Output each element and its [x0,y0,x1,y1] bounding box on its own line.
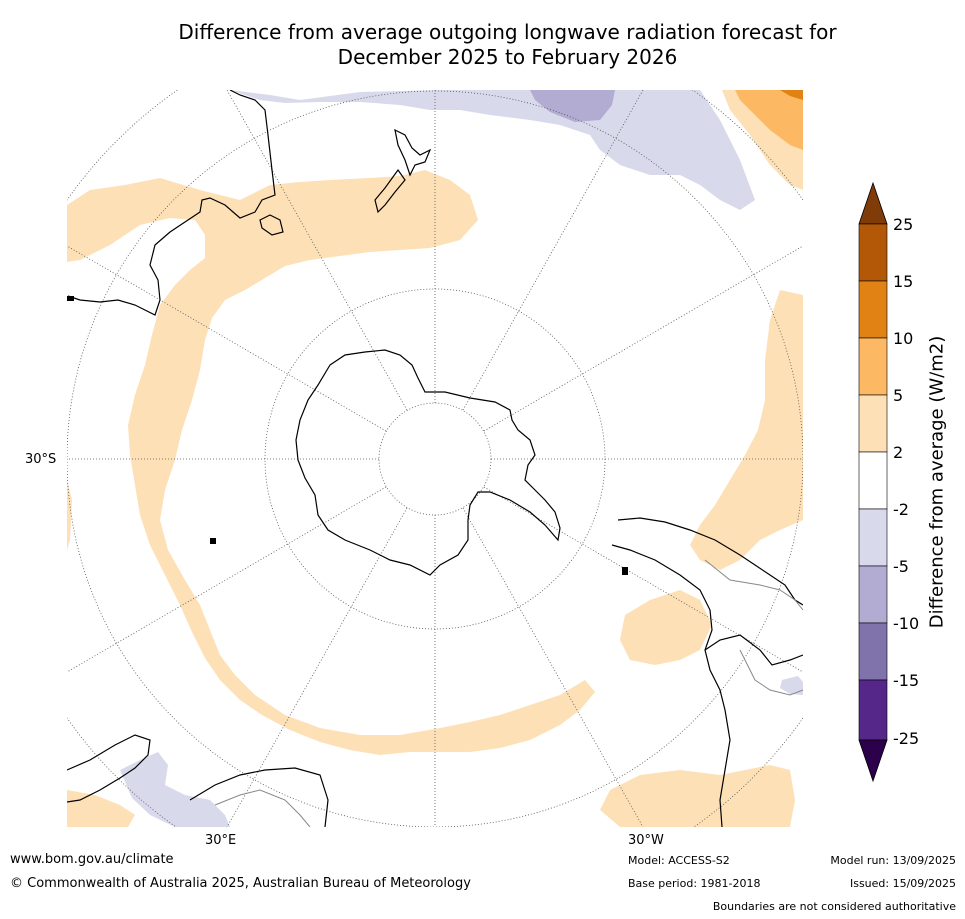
anomaly-region-light-orange-sw-corner [67,790,135,827]
colorbar-band-2-5 [858,394,888,453]
colorbar-band-m25-m15 [858,679,888,741]
lat-label-30s: 30°S [25,452,57,467]
new-zealand-south-island [374,168,406,214]
colorbar-tick: 15 [893,272,914,291]
colorbar-tick: -25 [893,729,920,748]
africa-coastline [67,734,151,803]
graticule [67,90,803,827]
anomaly-region-light-purple-north [230,90,755,210]
south-america-gray-boundary [704,559,803,611]
south-america-gray-boundary-2 [739,649,803,696]
colorbar-band-neutral [858,451,888,510]
title-line-1: Difference from average outgoing longwav… [178,20,837,44]
issued-date: Issued: 15/09/2025 [849,877,956,890]
base-period: Base period: 1981-2018 [628,877,761,890]
africa-gray-boundary [214,789,311,827]
colorbar-band-m15-m10 [858,622,888,681]
anomaly-region-light-purple-se [780,676,803,695]
colorbar-tick: 5 [893,386,904,405]
colorbar-extend-bottom [858,739,888,783]
colorbar [858,181,888,783]
colorbar-band-15-25 [858,223,888,282]
south-america-south-coast [704,634,803,666]
anomaly-region-light-orange-se [620,590,712,665]
model-name: Model: ACCESS-S2 [628,854,730,867]
tasmania-coastline [259,214,284,236]
anomaly-region-dark-orange-ne [780,90,803,100]
colorbar-title: Difference from average (W/m2) [926,335,948,629]
colorbar-tick: -5 [893,557,909,576]
anomaly-region-orange-ne [735,90,803,150]
colorbar-band-m5-m2 [858,508,888,567]
website-link[interactable]: www.bom.gov.au/climate [10,852,174,867]
colorbar-band-m10-m5 [858,565,888,624]
anomaly-region-light-orange-west-edge [67,480,72,550]
title-line-2: December 2025 to February 2026 [337,45,678,69]
south-america-coastline [617,517,803,606]
anomaly-region-light-orange-south [600,765,795,827]
lon-label-30w: 30°W [628,833,664,848]
colorbar-tick: 10 [893,329,914,348]
islands [67,296,628,575]
colorbar-tick: 2 [893,443,904,462]
forecast-map [67,90,803,827]
colorbar-tick: -2 [893,500,909,519]
colorbar-band-10-15 [858,280,888,339]
anomaly-region-light-orange-east [690,290,803,570]
colorbar-tick: 25 [893,215,914,234]
colorbar-extend-top [858,181,888,225]
colorbar-band-5-10 [858,337,888,396]
colorbar-tick: -15 [893,671,920,690]
colorbar-tick: -10 [893,614,920,633]
australia-coastline [67,90,276,316]
new-zealand-north-island [394,128,432,177]
copyright-text: © Commonwealth of Australia 2025, Austra… [10,876,471,891]
model-run-date: Model run: 13/09/2025 [830,854,956,867]
lon-label-30e: 30°E [205,833,237,848]
africa-south-coastline [189,767,329,827]
disclaimer-text: Boundaries are not considered authoritat… [712,900,956,913]
chart-title: Difference from average outgoing longwav… [120,20,895,70]
anomaly-region-light-purple-sw [120,752,230,827]
anomaly-region-light-orange-ring [67,170,595,755]
anomaly-region-mid-purple [530,90,615,122]
antarctica-coastline [295,349,561,576]
